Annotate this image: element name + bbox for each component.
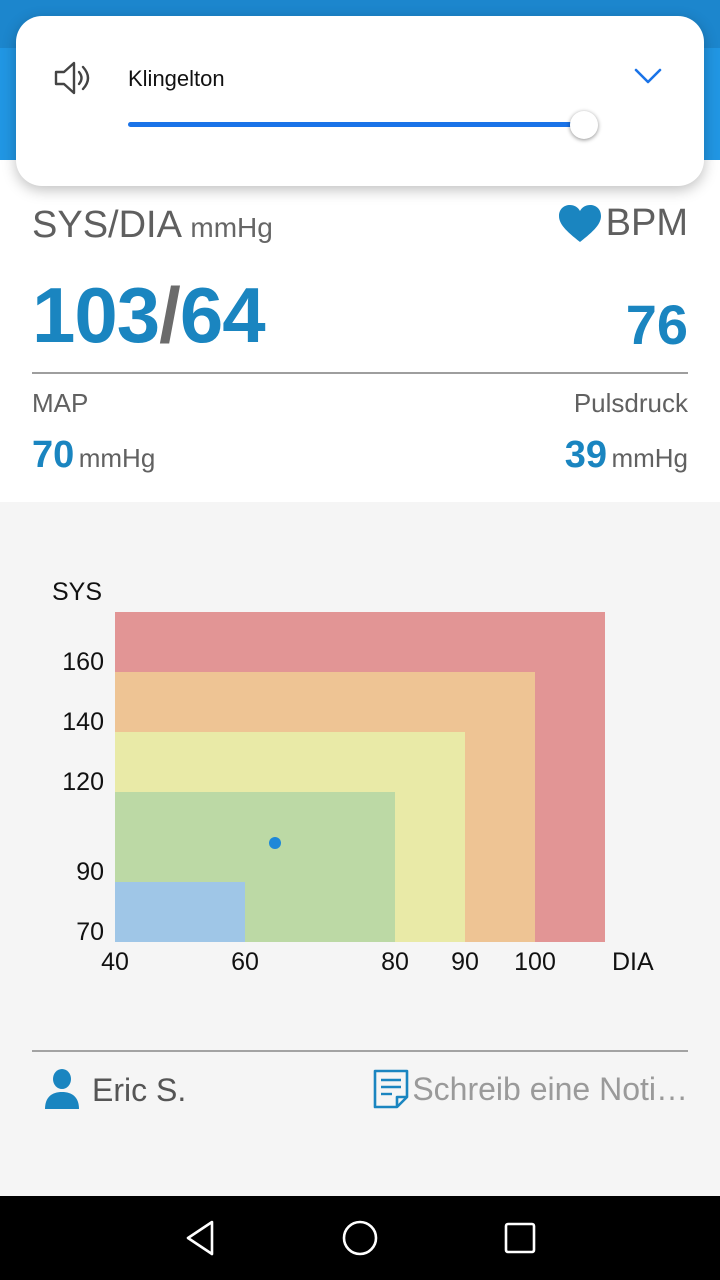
pulse-pressure-number: 39 [564,434,607,476]
divider [32,1050,688,1052]
map-unit: mmHg [78,443,156,473]
pulse-pressure-label: Pulsdruck [573,388,688,418]
zones-layer [115,612,605,942]
x-ticks: 40 60 80 90 100 [101,948,556,976]
y-axis-label: SYS [52,578,102,606]
x-tick-label: 40 [101,948,129,976]
map-number: 70 [32,434,75,476]
home-icon[interactable] [338,1216,382,1260]
user-name[interactable]: Eric S. [92,1072,187,1108]
x-tick-label: 80 [381,948,409,976]
y-tick-label: 160 [62,648,104,676]
y-ticks: 70 90 120 140 160 [62,648,104,946]
note-icon [374,1069,409,1109]
chart-area: SYS DIA 70 90 120 140 160 40 60 80 90 100 Eric S… [0,502,720,1196]
navigation-bar [0,1196,720,1280]
zone-rect-4 [115,882,245,942]
heart-icon [558,204,601,242]
y-tick-label: 90 [76,858,104,886]
note-field[interactable]: Schreib eine Noti… [372,1068,688,1110]
volume-slider-track[interactable] [128,122,584,127]
point-layer [269,837,281,849]
sysdia-unit: mmHg [190,212,273,243]
x-tick-label: 60 [231,948,259,976]
y-tick-label: 140 [62,708,104,736]
x-tick-label: 100 [514,948,556,976]
bpm-label: BPM [605,202,688,244]
systolic-value: 103 [32,271,160,359]
user-icon[interactable] [44,1068,80,1110]
ringtone-label: Klingelton [128,66,225,91]
note-placeholder: Schreib eine Noti… [412,1070,688,1107]
measurement-point [269,837,281,849]
x-axis-label: DIA [612,948,654,976]
divider [32,372,688,374]
map-label: MAP [32,388,89,418]
speaker-icon[interactable] [50,58,94,98]
map-value: 70 mmHg [32,434,155,477]
chevron-down-icon[interactable] [632,64,664,88]
pulse-value: 76 [625,293,688,356]
y-tick-label: 70 [76,918,104,946]
y-tick-label: 120 [62,768,104,796]
sysdia-text: SYS/DIA [32,204,180,246]
sysdia-label: SYS/DIA mmHg [32,204,273,247]
back-icon[interactable] [178,1216,222,1260]
pulse-pressure-unit: mmHg [611,443,688,473]
blood-pressure-chart: SYS DIA 70 90 120 140 160 40 60 80 90 100 [52,578,654,976]
blood-pressure-value: 103/64 [32,270,266,361]
pulse-pressure-value: 39 mmHg [565,434,688,477]
volume-slider-thumb[interactable] [570,111,598,139]
volume-panel: Klingelton [16,16,704,186]
bpm-header: BPM [558,202,688,245]
bp-slash: / [159,271,181,359]
x-tick-label: 90 [451,948,479,976]
diastolic-value: 64 [179,271,266,359]
recents-icon[interactable] [498,1216,542,1260]
